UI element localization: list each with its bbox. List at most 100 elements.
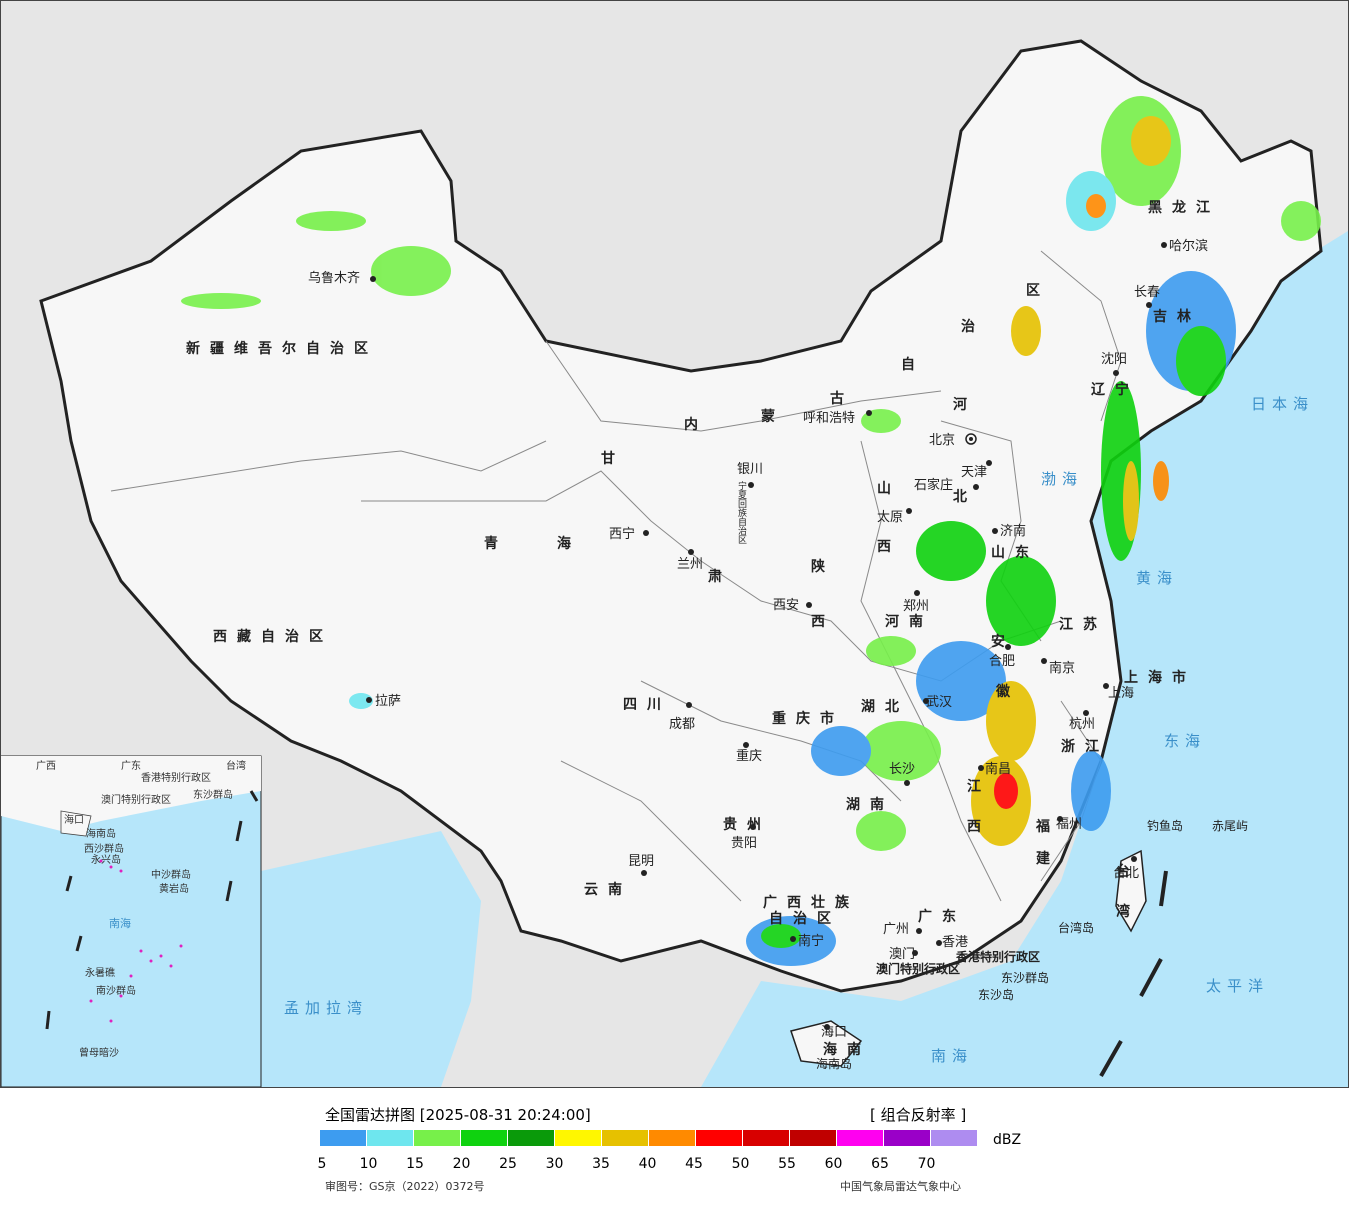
scale-swatch	[884, 1130, 931, 1146]
label-jilin: 吉林	[1153, 308, 1201, 325]
city-nanchang: 南昌	[985, 761, 1011, 777]
label-neimenggu-4: 自	[901, 356, 925, 373]
label-jiangsu: 江苏	[1059, 616, 1107, 633]
scale-swatch	[696, 1130, 743, 1146]
scale-swatch	[931, 1130, 978, 1146]
ocean-bay-of-bengal	[261, 831, 481, 1087]
label-gansu-2: 肃	[708, 568, 732, 585]
label-guangxi-1: 广西壮族	[763, 894, 859, 911]
city-xian: 西安	[773, 598, 799, 613]
inset-zhongsha: 中沙群岛	[151, 868, 191, 881]
inset-yongxing: 永兴岛	[91, 853, 121, 866]
label-liaoning: 辽宁	[1091, 381, 1139, 398]
scale-swatch	[743, 1130, 790, 1146]
inset-xisha: 西沙群岛	[84, 842, 124, 855]
scale-swatch	[837, 1130, 884, 1146]
label-anhui-1: 安	[991, 633, 1015, 650]
city-guiyang: 贵阳	[731, 836, 757, 851]
scale-tick-label: 70	[917, 1156, 936, 1172]
island-hainan: 海南岛	[816, 1056, 852, 1071]
label-jiangxi-1: 江	[967, 778, 991, 795]
label-neimenggu-6: 区	[1026, 283, 1050, 299]
inset-hainan-dao: 海南岛	[86, 827, 116, 840]
city-harbin: 哈尔滨	[1169, 238, 1208, 254]
inset-taiwan: 台湾	[226, 759, 246, 772]
city-yinchuan: 银川	[737, 462, 763, 477]
city-nanning: 南宁	[798, 933, 824, 949]
source-credit: 中国气象局雷达气象中心	[840, 1180, 961, 1193]
city-markers: 乌鲁木齐 拉萨 西宁 兰州 银川 呼和浩特 北京 天津 石家庄 太原 济南 郑州…	[308, 238, 1208, 1040]
legend-title: 全国雷达拼图 [2025-08-31 20:24:00]	[325, 1106, 591, 1124]
sea-taipingyang: 太平洋	[1206, 977, 1269, 995]
label-xizang: 西藏自治区	[213, 628, 333, 645]
island-dongsha-2: 东沙岛	[978, 987, 1014, 1002]
city-urumqi: 乌鲁木齐	[308, 270, 360, 286]
scale-tick-label: 55	[778, 1156, 796, 1172]
city-shanghai: 上海	[1108, 686, 1134, 701]
scale-tick-label: 45	[685, 1156, 703, 1172]
label-qinghai-1: 青	[484, 535, 508, 552]
city-zhengzhou: 郑州	[903, 599, 929, 614]
label-neimenggu-2: 蒙	[761, 408, 785, 425]
label-hebei-2: 北	[953, 489, 977, 505]
city-chengdu: 成都	[669, 717, 695, 732]
label-guizhou: 贵州	[723, 816, 771, 833]
city-hefei: 合肥	[989, 654, 1015, 669]
province-labels: 新疆维吾尔自治区 西藏自治区 青 海 甘 肃 内 蒙 古 自 治 区 黑龙江 吉…	[186, 199, 1210, 1058]
sea-donghai: 东海	[1164, 732, 1206, 750]
city-xianggang: 香港	[942, 935, 968, 950]
label-jiangxi-2: 西	[967, 819, 991, 835]
label-neimenggu-3: 古	[830, 390, 854, 407]
sea-nanhai: 南海	[931, 1047, 973, 1065]
inset-hk: 香港特别行政区	[141, 771, 211, 784]
city-nanjing: 南京	[1049, 660, 1075, 676]
scale-swatch	[320, 1130, 367, 1146]
label-zhejiang: 浙江	[1061, 738, 1109, 755]
legend-product: [ 组合反射率 ]	[870, 1106, 967, 1124]
city-jinan: 济南	[1000, 523, 1026, 539]
sea-mengjialawan: 孟加拉湾	[284, 999, 368, 1017]
city-changsha: 长沙	[889, 762, 915, 777]
map-frame: 新疆维吾尔自治区 西藏自治区 青 海 甘 肃 内 蒙 古 自 治 区 黑龙江 吉…	[0, 0, 1349, 1088]
label-hubei: 湖北	[861, 699, 909, 715]
color-scale	[320, 1130, 978, 1146]
label-shanxi-2: 西	[877, 539, 901, 555]
city-xining: 西宁	[609, 526, 635, 542]
scale-swatch	[508, 1130, 555, 1146]
inset-guangxi: 广西	[36, 760, 56, 772]
scale-tick-label: 30	[545, 1156, 564, 1172]
scale-tick-label: 20	[452, 1156, 471, 1172]
island-labels: 钓鱼岛 赤尾屿 东沙群岛 东沙岛 台湾岛 海南岛	[816, 818, 1248, 1071]
island-chiwei: 赤尾屿	[1212, 819, 1248, 833]
label-neimenggu-5: 治	[961, 318, 985, 335]
label-xinjiang: 新疆维吾尔自治区	[186, 340, 378, 357]
city-beijing: 北京	[929, 433, 955, 448]
scale-tick-label: 40	[638, 1156, 657, 1172]
city-lanzhou: 兰州	[677, 557, 703, 572]
island-taiwan: 台湾岛	[1058, 920, 1094, 935]
legend-panel: 全国雷达拼图 [2025-08-31 20:24:00] [ 组合反射率 ] 5…	[0, 1088, 1349, 1208]
label-neimenggu-1: 内	[684, 416, 708, 433]
label-taiwan-1: 台	[1116, 863, 1140, 880]
sea-ribenhai: 日本海	[1251, 395, 1314, 413]
island-dongsha-1: 东沙群岛	[1001, 970, 1049, 985]
scale-swatch	[414, 1130, 461, 1146]
city-guangzhou: 广州	[883, 922, 909, 937]
island-diaoyu: 钓鱼岛	[1147, 818, 1183, 833]
label-hebei-1: 河	[953, 396, 977, 413]
label-shaanxi-1: 陕	[811, 558, 835, 575]
scale-tick-label: 5	[317, 1156, 327, 1172]
legend-unit: dBZ	[993, 1132, 1022, 1148]
label-shanxi-1: 山	[877, 481, 901, 497]
label-fujian-2: 建	[1036, 850, 1060, 867]
inset-guangdong: 广东	[121, 759, 141, 772]
inset-island-dots	[89, 859, 183, 1023]
city-tianjin: 天津	[961, 465, 987, 480]
scale-tick-label: 10	[359, 1156, 378, 1172]
sea-huanghai: 黄海	[1136, 569, 1178, 587]
city-taiyuan: 太原	[877, 510, 903, 525]
radar-echoes	[181, 96, 1321, 966]
city-hangzhou: 杭州	[1069, 717, 1095, 732]
label-shaanxi-2: 西	[811, 614, 835, 630]
